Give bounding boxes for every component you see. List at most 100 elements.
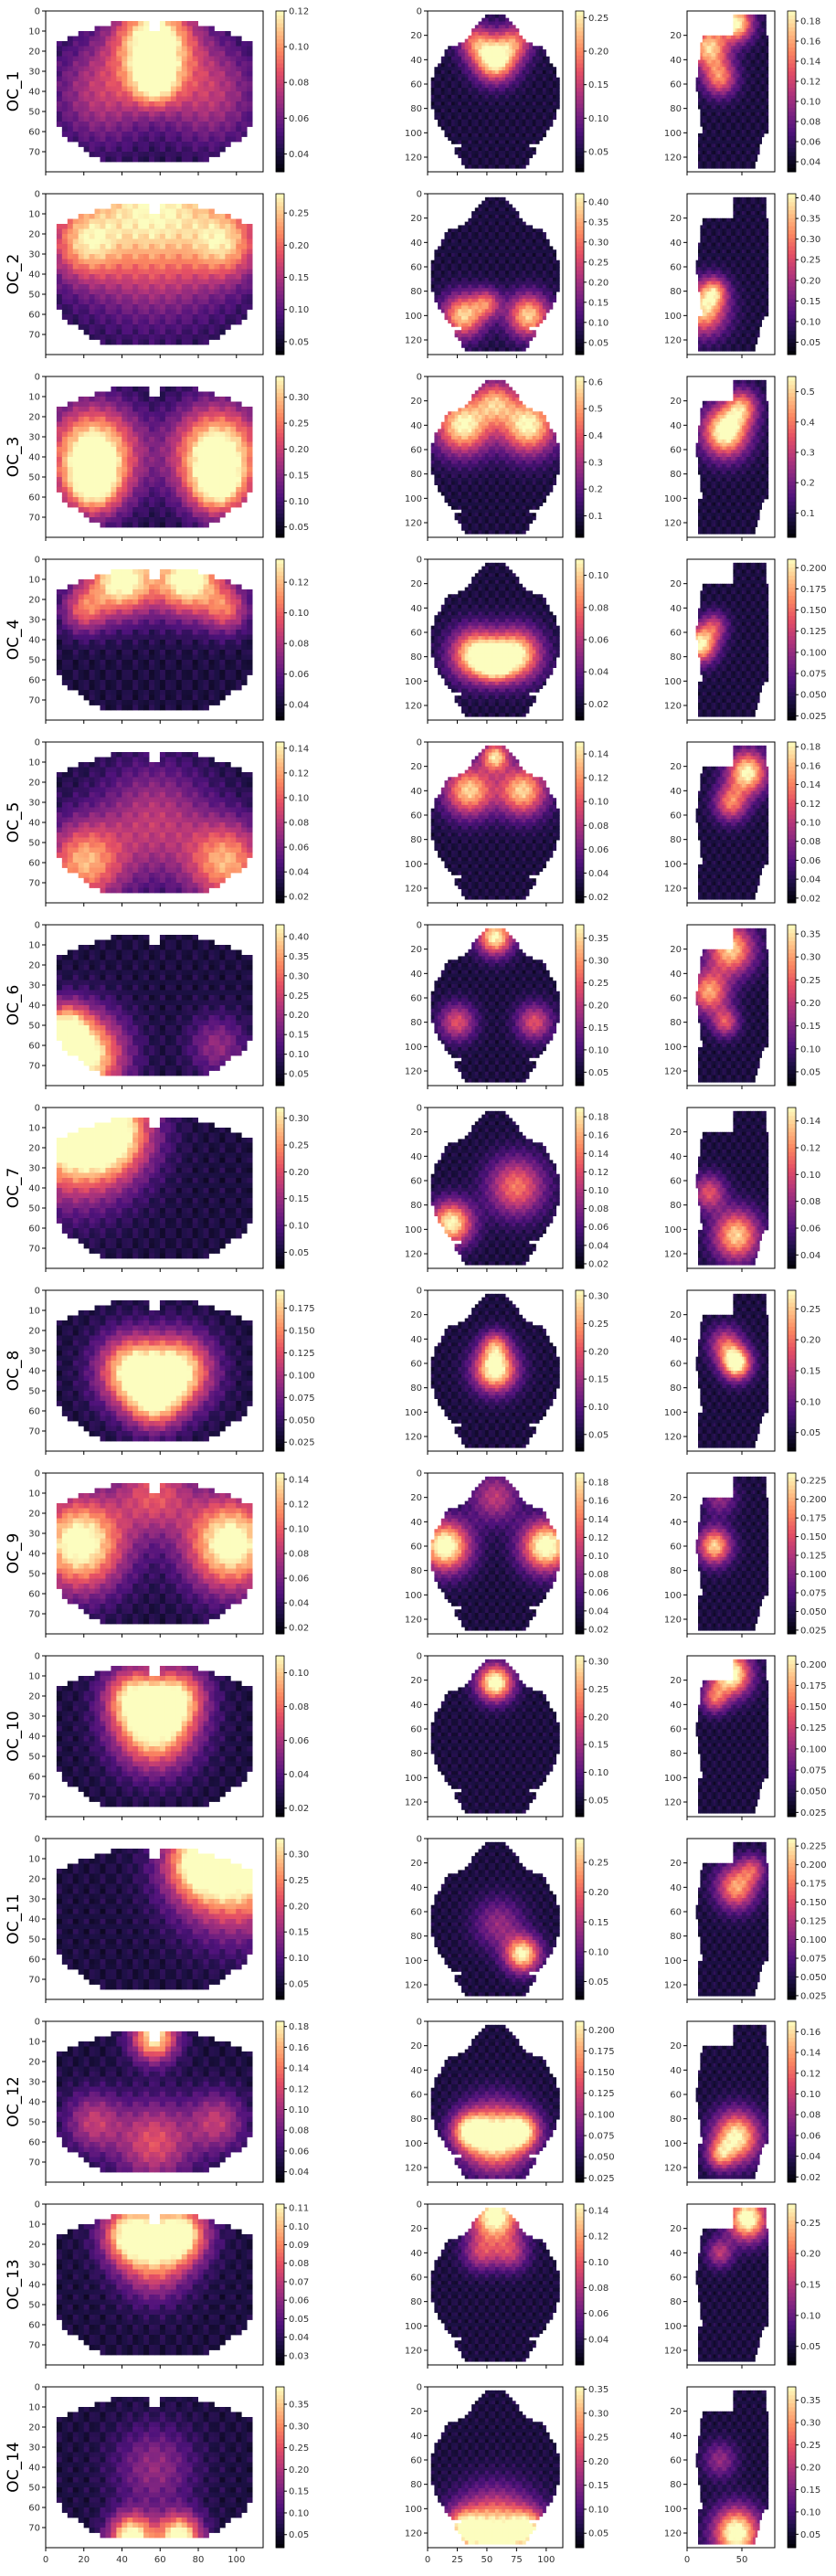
heatmap-cell bbox=[236, 57, 241, 62]
heatmap-cell bbox=[187, 77, 193, 82]
heatmap-cell bbox=[95, 101, 101, 107]
heatmap-cell bbox=[132, 67, 138, 72]
heatmap-cell bbox=[105, 137, 111, 143]
heatmap-cell bbox=[62, 81, 68, 87]
heatmap-cell bbox=[116, 77, 122, 82]
heatmap-cell bbox=[171, 31, 176, 37]
heatmap-cell bbox=[160, 142, 165, 147]
heatmap-cell bbox=[127, 91, 132, 97]
heatmap-cell bbox=[138, 77, 143, 82]
heatmap-cell bbox=[241, 51, 247, 57]
heatmap-cell bbox=[111, 111, 116, 117]
heatmap-cell bbox=[198, 41, 204, 47]
heatmap-cell bbox=[90, 67, 95, 72]
heatmap-cell bbox=[154, 87, 160, 92]
heatmap-cell bbox=[502, 18, 505, 22]
heatmap-cell bbox=[95, 142, 101, 147]
heatmap-cell bbox=[485, 18, 489, 22]
heatmap-cell bbox=[90, 37, 95, 42]
heatmap-cell bbox=[149, 117, 154, 122]
heatmap-cell bbox=[149, 152, 154, 157]
heatmap-cell bbox=[95, 31, 101, 37]
colorbar-segment bbox=[276, 88, 284, 92]
heatmap-cell bbox=[171, 21, 176, 27]
heatmap-cell bbox=[95, 127, 101, 133]
heatmap-cell bbox=[90, 61, 95, 67]
heatmap-cell bbox=[241, 71, 247, 77]
heatmap-cell bbox=[247, 91, 252, 97]
heatmap-cell bbox=[154, 117, 160, 122]
heatmap-cell bbox=[143, 71, 149, 77]
heatmap-cell bbox=[495, 18, 499, 22]
heatmap-cell bbox=[160, 97, 165, 102]
heatmap-cell bbox=[122, 57, 127, 62]
heatmap-cell bbox=[95, 61, 101, 67]
heatmap-cell bbox=[225, 61, 230, 67]
colorbar-segment bbox=[276, 95, 284, 100]
heatmap-cell bbox=[132, 31, 138, 37]
heatmap-cell bbox=[90, 127, 95, 133]
heatmap-cell bbox=[127, 77, 132, 82]
heatmap-cell bbox=[204, 157, 209, 163]
heatmap-cell bbox=[84, 127, 90, 133]
heatmap-cell bbox=[204, 47, 209, 52]
heatmap-cell bbox=[95, 111, 101, 117]
heatmap-cell bbox=[209, 81, 215, 87]
heatmap-cell bbox=[132, 117, 138, 122]
heatmap-cell bbox=[116, 122, 122, 127]
heatmap-cell bbox=[214, 142, 219, 147]
heatmap-cell bbox=[193, 137, 198, 143]
heatmap-cell bbox=[95, 147, 101, 153]
heatmap-cell bbox=[154, 101, 160, 107]
heatmap-cell bbox=[479, 21, 482, 25]
colorbar-segment bbox=[276, 135, 284, 140]
heatmap-cell bbox=[198, 61, 204, 67]
colorbar-segment bbox=[276, 123, 284, 128]
heatmap-cell bbox=[79, 117, 84, 122]
heatmap-cell bbox=[165, 147, 171, 153]
heatmap-cell bbox=[492, 25, 495, 28]
heatmap-cell bbox=[225, 137, 230, 143]
heatmap-cell bbox=[90, 132, 95, 137]
heatmap-cell bbox=[84, 61, 90, 67]
heatmap-cell bbox=[101, 87, 106, 92]
heatmap-cell bbox=[68, 117, 73, 122]
heatmap-cell bbox=[101, 77, 106, 82]
heatmap-cell bbox=[57, 51, 62, 57]
heatmap-cell bbox=[105, 157, 111, 163]
heatmap-cell bbox=[68, 132, 73, 137]
heatmap-cell bbox=[209, 152, 215, 157]
heatmap-cell bbox=[101, 117, 106, 122]
heatmap-cell bbox=[90, 71, 95, 77]
heatmap-cell bbox=[79, 41, 84, 47]
heatmap-cell bbox=[225, 57, 230, 62]
heatmap-cell bbox=[154, 77, 160, 82]
heatmap-cell bbox=[241, 61, 247, 67]
heatmap-cell bbox=[143, 47, 149, 52]
heatmap-cell bbox=[122, 67, 127, 72]
heatmap-cell bbox=[182, 37, 187, 42]
heatmap-cell bbox=[105, 51, 111, 57]
heatmap-cell bbox=[68, 51, 73, 57]
heatmap-cell bbox=[149, 31, 154, 37]
heatmap-cell bbox=[101, 127, 106, 133]
heatmap-cell bbox=[214, 137, 219, 143]
heatmap-cell bbox=[132, 111, 138, 117]
heatmap-cell bbox=[502, 15, 505, 18]
heatmap-cell bbox=[105, 81, 111, 87]
heatmap-cell bbox=[182, 137, 187, 143]
heatmap-cell bbox=[111, 57, 116, 62]
heatmap-cell bbox=[127, 137, 132, 143]
heatmap-cell bbox=[236, 81, 241, 87]
heatmap-cell bbox=[182, 51, 187, 57]
heatmap-cell bbox=[62, 127, 68, 133]
heatmap-cell bbox=[247, 107, 252, 112]
heatmap-cell bbox=[230, 97, 236, 102]
heatmap-cell bbox=[84, 57, 90, 62]
heatmap-cell bbox=[176, 157, 182, 163]
heatmap-cell bbox=[182, 122, 187, 127]
heatmap-cell bbox=[111, 37, 116, 42]
heatmap-cell bbox=[101, 71, 106, 77]
heatmap-cell bbox=[247, 71, 252, 77]
heatmap-panel-coronal: 0102030405060700.040.060.080.100.12 bbox=[28, 7, 309, 176]
